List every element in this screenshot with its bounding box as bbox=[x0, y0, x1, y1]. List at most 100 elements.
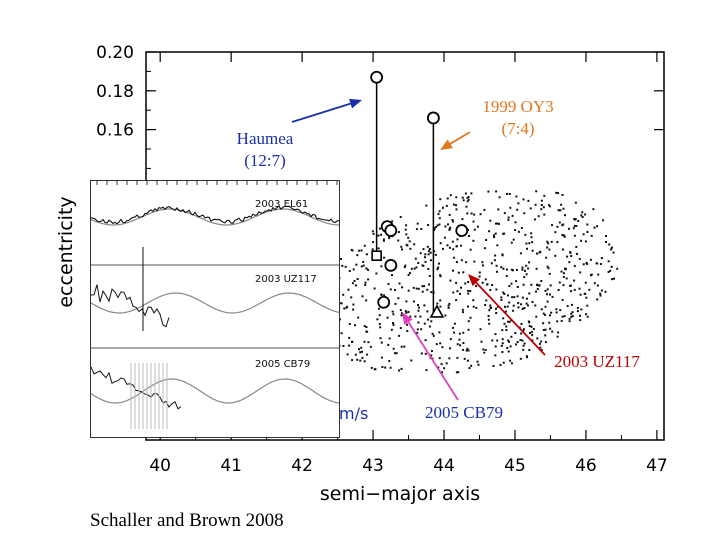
cloud-dot bbox=[347, 344, 350, 347]
cloud-dot bbox=[512, 269, 514, 272]
cloud-dot bbox=[516, 295, 519, 298]
cloud-dot bbox=[363, 340, 366, 343]
cloud-dot bbox=[526, 247, 528, 250]
cloud-dot bbox=[539, 346, 542, 349]
cloud-dot bbox=[519, 338, 522, 341]
cloud-dot bbox=[602, 219, 605, 222]
cloud-dot bbox=[425, 369, 428, 372]
cloud-dot bbox=[470, 192, 473, 195]
annotation-1999-oy3: 1999 OY3 (7:4) bbox=[458, 96, 578, 140]
cloud-dot bbox=[387, 283, 390, 285]
circle-marker bbox=[455, 224, 469, 237]
cloud-dot bbox=[547, 267, 550, 270]
cloud-dot bbox=[363, 360, 366, 363]
cloud-dot bbox=[599, 294, 602, 297]
cloud-dot bbox=[373, 368, 376, 371]
cloud-dot bbox=[417, 262, 420, 264]
cloud-dot bbox=[445, 362, 448, 365]
cloud-dot bbox=[525, 264, 528, 267]
spectra-inset: 2003 EL61 2003 UZ117 2005 CB79 bbox=[90, 180, 340, 438]
x-tick-label: 44 bbox=[433, 456, 455, 476]
cloud-dot bbox=[605, 235, 607, 238]
cloud-dot bbox=[428, 274, 431, 277]
cloud-dot bbox=[551, 330, 554, 333]
cloud-dot bbox=[342, 345, 345, 347]
cloud-dot bbox=[455, 371, 458, 374]
cloud-dot bbox=[399, 216, 402, 218]
cloud-dot bbox=[452, 220, 454, 223]
cloud-dot bbox=[438, 331, 441, 334]
cloud-dot bbox=[424, 339, 427, 342]
annotation-2003-uz117: 2003 UZ117 bbox=[534, 351, 660, 373]
cloud-dot bbox=[423, 285, 426, 288]
cloud-dot bbox=[473, 228, 476, 231]
cloud-dot bbox=[394, 352, 396, 355]
cloud-dot bbox=[499, 364, 502, 366]
arrow-2003-uz117-shaft bbox=[475, 282, 546, 356]
cloud-dot bbox=[380, 341, 383, 344]
annotation-haumea-resonance: (12:7) bbox=[244, 151, 286, 170]
cloud-dot bbox=[468, 367, 471, 370]
cloud-dot bbox=[404, 310, 407, 313]
cloud-dot bbox=[426, 288, 429, 291]
cloud-dot bbox=[381, 366, 384, 368]
cloud-dot bbox=[472, 305, 475, 308]
cloud-dot bbox=[434, 253, 437, 256]
cloud-dot bbox=[569, 251, 572, 254]
cloud-dot bbox=[548, 248, 551, 251]
cloud-dot bbox=[540, 349, 543, 351]
cloud-dot bbox=[428, 283, 430, 286]
x-tick-label: 45 bbox=[504, 456, 526, 476]
arrow-1999-oy3-shaft bbox=[449, 131, 471, 145]
cloud-dot bbox=[592, 208, 595, 211]
cloud-dot bbox=[550, 311, 553, 314]
cloud-dot bbox=[355, 263, 358, 266]
cloud-dot bbox=[447, 304, 450, 307]
cloud-dot bbox=[466, 200, 469, 203]
cloud-dot bbox=[363, 244, 366, 247]
annotation-1999-oy3-resonance: (7:4) bbox=[501, 119, 535, 138]
cloud-dot bbox=[586, 304, 589, 307]
cloud-dot bbox=[461, 218, 464, 221]
cloud-dot bbox=[579, 271, 582, 274]
cloud-dot bbox=[560, 319, 563, 322]
cloud-dot bbox=[397, 297, 400, 300]
cloud-dot bbox=[491, 339, 494, 342]
cloud-dot bbox=[510, 268, 513, 271]
cloud-dot bbox=[477, 363, 480, 366]
cloud-dot bbox=[546, 288, 549, 291]
cloud-dot bbox=[501, 342, 504, 345]
cloud-dot bbox=[503, 292, 506, 295]
cloud-dot bbox=[521, 339, 524, 342]
cloud-dot bbox=[446, 244, 449, 247]
cloud-dot bbox=[462, 348, 465, 351]
cloud-dot bbox=[524, 233, 527, 236]
cloud-dot bbox=[361, 295, 364, 298]
cloud-dot bbox=[545, 256, 548, 259]
cloud-dot bbox=[546, 246, 549, 249]
cloud-dot bbox=[447, 306, 450, 309]
cloud-dot bbox=[453, 256, 456, 259]
cloud-dot bbox=[362, 264, 365, 267]
cloud-dot bbox=[583, 292, 586, 295]
cloud-dot bbox=[462, 271, 465, 274]
cloud-dot bbox=[544, 289, 547, 292]
cloud-dot bbox=[435, 226, 438, 228]
cloud-dot bbox=[525, 297, 528, 300]
cloud-dot bbox=[560, 203, 563, 206]
cloud-dot bbox=[481, 261, 484, 264]
cloud-dot bbox=[501, 329, 504, 332]
cloud-dot bbox=[494, 254, 497, 257]
cloud-dot bbox=[547, 242, 550, 245]
cloud-dot bbox=[554, 231, 557, 234]
cloud-dot bbox=[407, 289, 410, 292]
cloud-dot bbox=[502, 291, 505, 294]
cloud-dot bbox=[376, 318, 379, 321]
cloud-dot bbox=[447, 223, 449, 226]
cloud-dot bbox=[424, 253, 427, 256]
cloud-dot bbox=[364, 281, 367, 284]
cloud-dot bbox=[488, 230, 491, 233]
cloud-dot bbox=[540, 280, 543, 282]
cloud-dot bbox=[375, 272, 378, 275]
